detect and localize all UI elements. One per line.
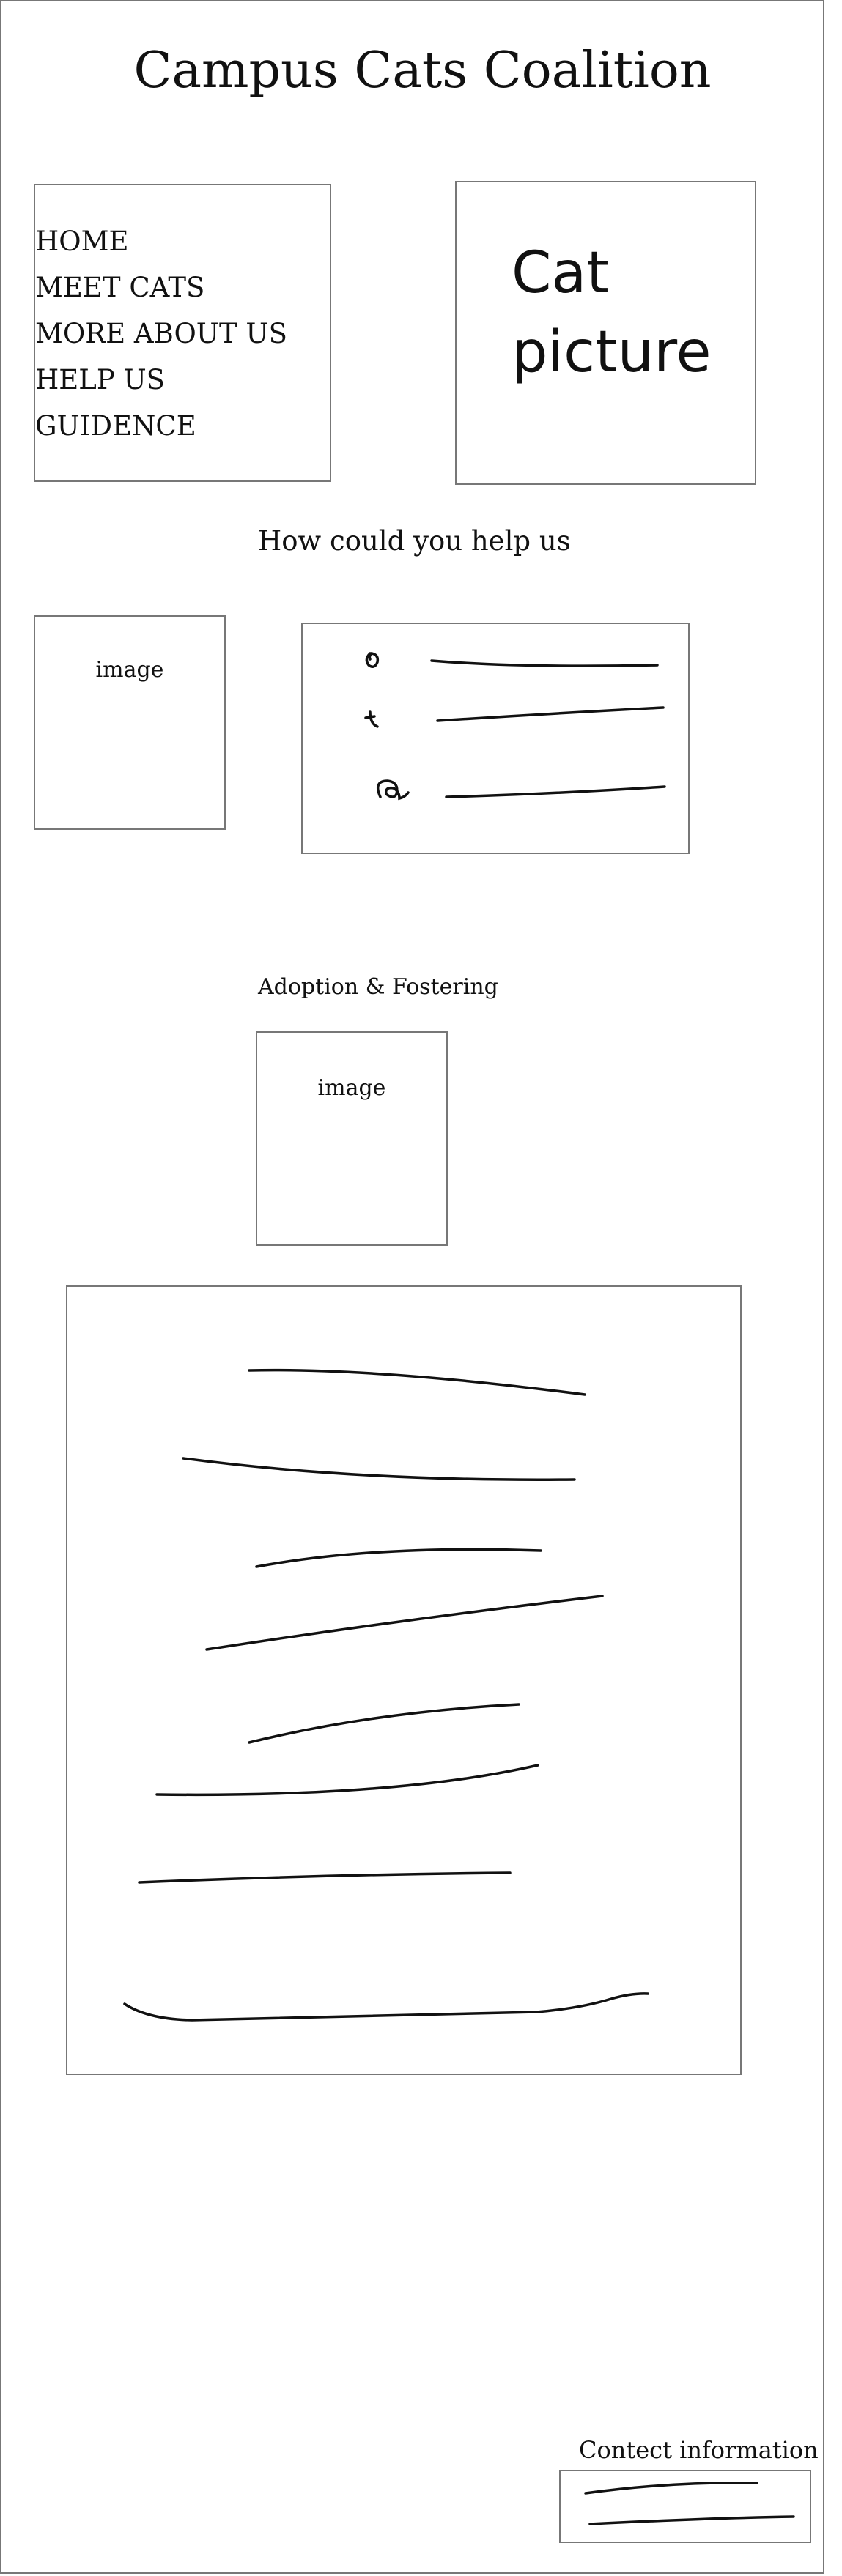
adoption-text-line-1: [248, 1368, 586, 1396]
contact-line-1: [584, 2482, 758, 2495]
help-image-label: image: [95, 657, 164, 683]
help-ways-doodles: [364, 652, 666, 801]
help-way-line-2: [436, 706, 665, 722]
adoption-text-line-3: [255, 1548, 542, 1568]
adoption-image-label: image: [317, 1075, 386, 1101]
adoption-text-line-2: [182, 1457, 576, 1482]
nav-item-home[interactable]: HOME: [35, 226, 129, 257]
cat-picture-label-line1: Cat: [512, 240, 609, 306]
nav-item-meet-cats[interactable]: MEET CATS: [35, 272, 205, 303]
nav-item-guidence[interactable]: GUIDENCE: [35, 410, 196, 442]
adoption-text-line-6: [155, 1764, 539, 1797]
adoption-text-line-8: [123, 1992, 649, 2022]
contact-line-2: [588, 2515, 795, 2525]
instagram-doodle-icon[interactable]: [365, 652, 380, 668]
cat-picture-label: Cat picture: [512, 234, 731, 392]
cat-picture-placeholder: Cat picture: [455, 181, 756, 485]
adoption-content-box: [66, 1285, 742, 2075]
contact-heading: Contect information: [579, 2436, 819, 2464]
adoption-text-line-7: [138, 1871, 512, 1884]
help-image-placeholder: image: [34, 615, 226, 830]
page-frame: Campus Cats Coalition HOME MEET CATS MOR…: [0, 0, 824, 2574]
nav-list: HOME MEET CATS MORE ABOUT US HELP US GUI…: [35, 218, 287, 449]
nav-menu: HOME MEET CATS MORE ABOUT US HELP US GUI…: [34, 184, 331, 482]
contact-doodles: [584, 2482, 795, 2525]
help-section-heading: How could you help us: [258, 525, 571, 557]
help-way-line-1: [430, 659, 659, 667]
help-way-line-3: [445, 785, 666, 798]
contact-info-box: [559, 2470, 811, 2543]
adoption-text-doodles: [123, 1368, 649, 2022]
help-ways-list: [301, 623, 690, 854]
site-title: Campus Cats Coalition: [133, 42, 712, 100]
email-doodle-icon[interactable]: [376, 779, 410, 801]
adoption-text-line-5: [248, 1703, 520, 1744]
adoption-text-line-4: [205, 1595, 604, 1651]
tumblr-doodle-icon[interactable]: [364, 710, 379, 728]
nav-item-help-us[interactable]: HELP US: [35, 364, 166, 396]
cat-picture-label-line2: picture: [512, 319, 712, 385]
nav-item-more-about-us[interactable]: MORE ABOUT US: [35, 318, 287, 349]
adoption-section-heading: Adoption & Fostering: [258, 974, 498, 1000]
adoption-image-placeholder: image: [256, 1031, 448, 1246]
